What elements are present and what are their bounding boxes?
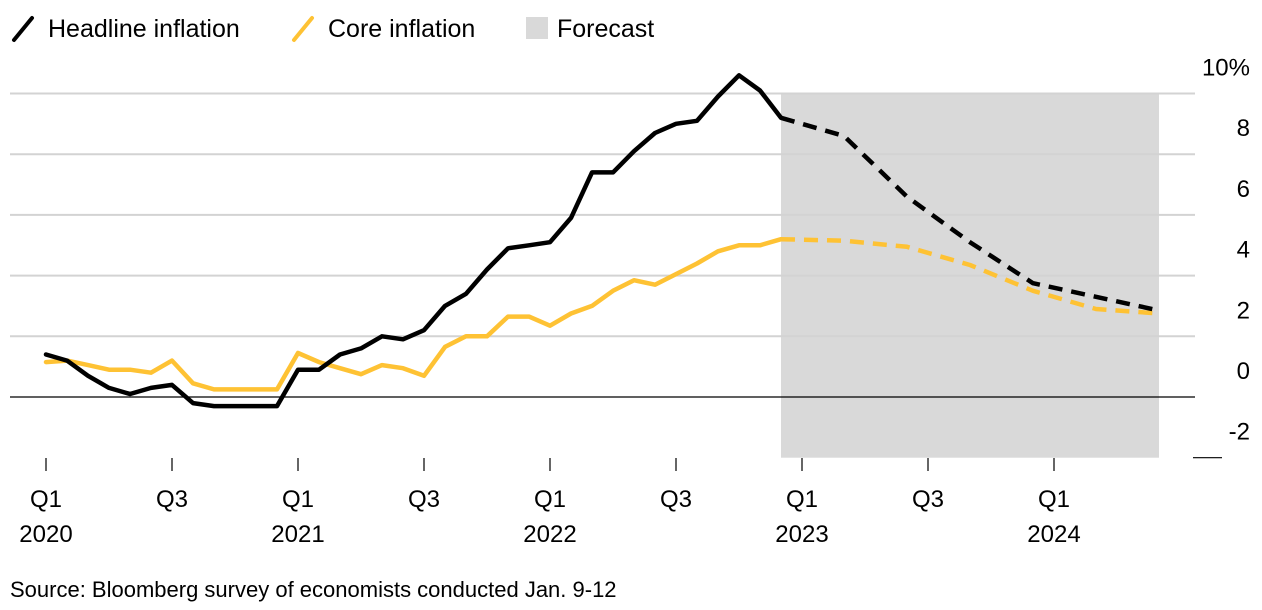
y-tick-label: 0 bbox=[1237, 358, 1250, 385]
core-inflation-forecast-line bbox=[780, 236, 1160, 316]
y-tick-label: 2 bbox=[1237, 297, 1250, 324]
x-tick-quarter-label: Q3 bbox=[408, 486, 440, 513]
legend-core-swatch bbox=[292, 16, 314, 42]
legend: Headline inflation Core inflation Foreca… bbox=[12, 15, 654, 43]
x-tick-year-label: 2021 bbox=[271, 521, 324, 548]
core-inflation-actual-line bbox=[43, 236, 784, 392]
y-tick-label: 4 bbox=[1237, 237, 1250, 264]
x-tick-quarter-label: Q1 bbox=[1038, 486, 1070, 513]
x-tick-year-label: 2022 bbox=[523, 521, 576, 548]
x-tick-quarter-label: Q1 bbox=[282, 486, 314, 513]
x-tick-quarter-label: Q3 bbox=[660, 486, 692, 513]
y-axis: 10% 8 6 4 2 0 -2 bbox=[1202, 55, 1250, 446]
legend-forecast-swatch bbox=[526, 17, 548, 39]
legend-core-label: Core inflation bbox=[328, 15, 475, 43]
x-axis: Q1 2020 Q3 Q1 2021 Q3 Q1 2022 Q3 Q1 2023 Q3 Q1 2024 bbox=[19, 458, 1081, 548]
x-tick-quarter-label: Q1 bbox=[534, 486, 566, 513]
series-lines bbox=[43, 73, 1160, 409]
legend-headline-label: Headline inflation bbox=[48, 15, 240, 43]
x-tick-quarter-label: Q1 bbox=[786, 486, 818, 513]
x-tick-quarter-label: Q1 bbox=[30, 486, 62, 513]
x-tick-year-label: 2023 bbox=[775, 521, 828, 548]
x-tick-quarter-label: Q3 bbox=[912, 486, 944, 513]
legend-forecast-label: Forecast bbox=[557, 15, 654, 43]
y-tick-label: 10% bbox=[1202, 55, 1250, 82]
x-tick-year-label: 2020 bbox=[19, 521, 72, 548]
x-tick-year-label: 2024 bbox=[1027, 521, 1080, 548]
gridlines bbox=[10, 92, 1222, 459]
source-note: Source: Bloomberg survey of economists c… bbox=[10, 577, 617, 602]
legend-headline-swatch bbox=[12, 16, 34, 42]
y-tick-label: -2 bbox=[1229, 419, 1250, 446]
headline-inflation-forecast-line bbox=[780, 115, 1160, 313]
y-tick-label: 8 bbox=[1237, 115, 1250, 142]
x-tick-quarter-label: Q3 bbox=[156, 486, 188, 513]
headline-inflation-actual-line bbox=[43, 73, 784, 409]
y-tick-label: 6 bbox=[1237, 176, 1250, 203]
